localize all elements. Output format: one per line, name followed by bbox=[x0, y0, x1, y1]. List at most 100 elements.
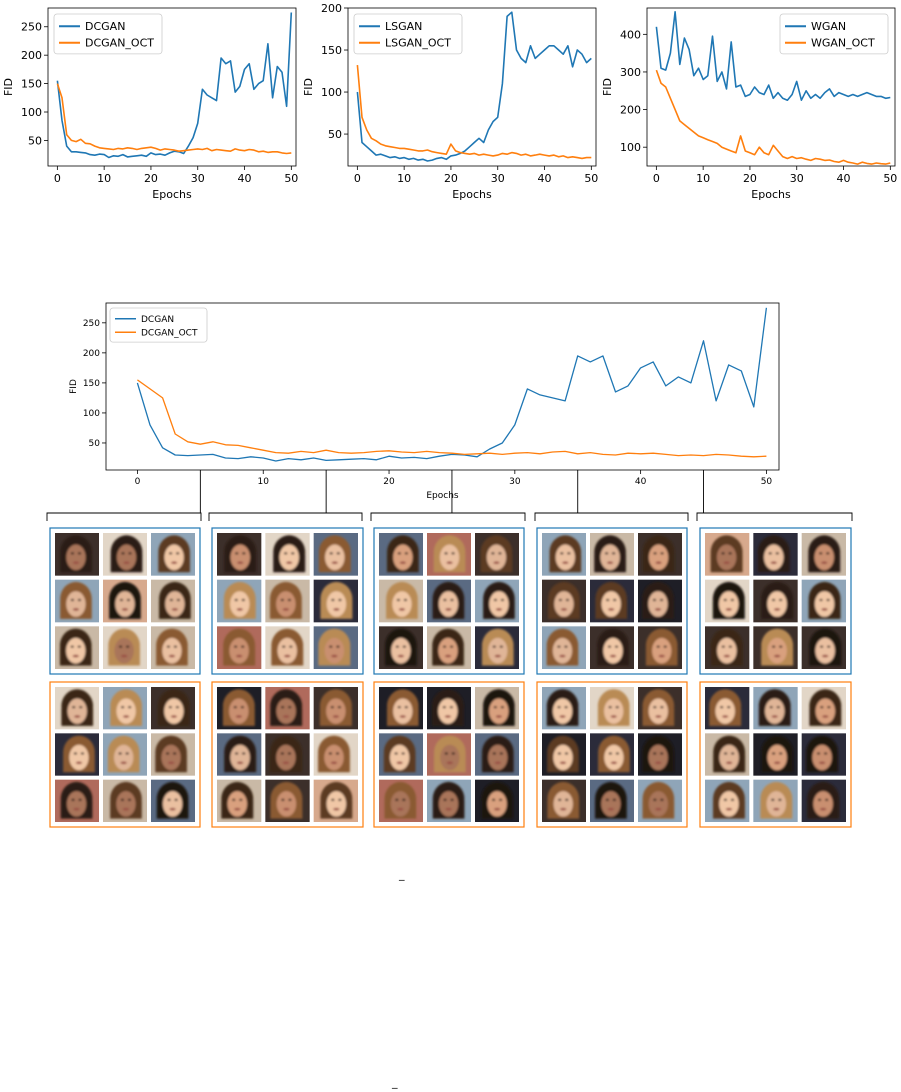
y-tick-label: 150 bbox=[321, 44, 342, 57]
legend-entry: DCGAN_OCT bbox=[141, 328, 198, 338]
face-thumbnail bbox=[265, 579, 310, 623]
face-thumbnail bbox=[801, 687, 846, 730]
face-thumbnail bbox=[151, 626, 195, 669]
face-thumbnail bbox=[427, 779, 471, 822]
face-thumbnail bbox=[638, 579, 682, 623]
y-tick-label: 250 bbox=[21, 21, 42, 34]
legend-box bbox=[353, 13, 463, 55]
y-axis-label: FID bbox=[69, 379, 79, 394]
y-tick-label: 100 bbox=[321, 86, 342, 99]
face-thumbnail bbox=[55, 533, 99, 576]
stray-mark-1: _ bbox=[398, 868, 405, 881]
face-thumbnail bbox=[638, 626, 682, 669]
plot-frame bbox=[105, 302, 780, 471]
face-thumbnail bbox=[705, 733, 750, 776]
y-tick-label: 100 bbox=[83, 409, 100, 419]
face-thumbnail bbox=[590, 687, 634, 730]
bracket-bar bbox=[696, 512, 853, 521]
face-thumbnail bbox=[475, 687, 519, 730]
face-thumbnail bbox=[103, 779, 147, 822]
charts-layer: 0 10 20 30 40 5050100150200250EpochsFIDDCGAND… bbox=[2, 2, 897, 501]
face-thumbnail bbox=[217, 779, 262, 822]
legend-box bbox=[109, 307, 208, 343]
face-thumbnail bbox=[590, 579, 634, 623]
face-thumbnail bbox=[705, 533, 750, 576]
dcgan-samples-2 bbox=[211, 527, 364, 675]
x-tick-label: 50 bbox=[584, 172, 598, 185]
face-thumbnail bbox=[103, 626, 147, 669]
face-thumbnail bbox=[542, 733, 586, 776]
face-thumbnail bbox=[801, 579, 846, 623]
face-thumbnail bbox=[705, 626, 750, 669]
x-tick-label: 50 bbox=[284, 172, 298, 185]
face-thumbnail bbox=[542, 687, 586, 730]
face-thumbnail bbox=[313, 779, 358, 822]
legend-entry: DCGAN bbox=[141, 315, 174, 325]
face-thumbnail bbox=[475, 779, 519, 822]
y-tick-label: 200 bbox=[83, 349, 100, 359]
series-line-wgan-oct bbox=[655, 69, 891, 165]
face-thumbnail bbox=[638, 687, 682, 730]
series-line-lsgan bbox=[356, 11, 592, 162]
face-thumbnail bbox=[313, 579, 358, 623]
face-thumbnail bbox=[313, 626, 358, 669]
face-thumbnail bbox=[379, 626, 423, 669]
chart-1: 0 10 20 30 40 5050100150200250EpochsFIDDCGAND… bbox=[2, 7, 298, 201]
dcgan-oct-samples-4 bbox=[536, 681, 688, 828]
x-tick-label: 20 bbox=[383, 477, 395, 487]
snapshot-brackets bbox=[46, 470, 853, 521]
y-tick-label: 150 bbox=[83, 379, 100, 389]
legend: DCGAN DCGAN_OCT bbox=[53, 13, 163, 55]
face-thumbnail bbox=[265, 733, 310, 776]
face-thumbnail bbox=[151, 733, 195, 776]
chart-2: 0 10 20 30 40 5050100150200EpochsFIDLSGANLSGA… bbox=[302, 2, 598, 201]
y-tick-label: 50 bbox=[28, 134, 42, 147]
face-thumbnail bbox=[151, 579, 195, 623]
snapshot-bracket bbox=[696, 470, 853, 521]
face-thumbnail bbox=[217, 626, 262, 669]
snapshot-bracket bbox=[208, 470, 363, 521]
x-tick-label: 10 bbox=[97, 172, 111, 185]
face-thumbnail bbox=[103, 733, 147, 776]
face-thumbnail bbox=[475, 733, 519, 776]
x-tick-label: 0 bbox=[54, 172, 61, 185]
face-thumbnail bbox=[427, 533, 471, 576]
face-thumbnail bbox=[55, 687, 99, 730]
x-axis-label: Epochs bbox=[751, 188, 791, 201]
face-thumbnail bbox=[265, 687, 310, 730]
x-tick-label: 50 bbox=[883, 172, 897, 185]
face-thumbnail bbox=[55, 579, 99, 623]
face-thumbnail bbox=[753, 779, 798, 822]
face-thumbnail bbox=[753, 533, 798, 576]
face-thumbnail bbox=[705, 779, 750, 822]
face-thumbnail bbox=[313, 533, 358, 576]
x-tick-label: 0 bbox=[135, 477, 141, 487]
series-line-lsgan-oct bbox=[356, 65, 592, 160]
legend-entry: LSGAN_OCT bbox=[385, 37, 451, 50]
face-thumbnail bbox=[55, 733, 99, 776]
stray-mark-2: _ bbox=[391, 1076, 398, 1089]
chart-3: 0 10 20 30 40 50100200300400EpochsFIDWGANWGAN… bbox=[601, 7, 897, 201]
x-axis-label: Epochs bbox=[452, 188, 492, 201]
bracket-bar bbox=[208, 512, 363, 521]
x-tick-label: 50 bbox=[761, 477, 773, 487]
y-tick-label: 250 bbox=[83, 319, 100, 329]
x-tick-label: 40 bbox=[635, 477, 647, 487]
face-thumbnail bbox=[590, 779, 634, 822]
face-thumbnail bbox=[217, 733, 262, 776]
face-thumbnail bbox=[801, 733, 846, 776]
series-line-wgan bbox=[655, 11, 891, 101]
face-thumbnail bbox=[379, 687, 423, 730]
face-thumbnail bbox=[55, 779, 99, 822]
face-thumbnail bbox=[151, 687, 195, 730]
face-thumbnail bbox=[55, 626, 99, 669]
dcgan-samples-5 bbox=[699, 527, 852, 675]
legend-entry: WGAN_OCT bbox=[811, 37, 875, 50]
x-tick-label: 30 bbox=[790, 172, 804, 185]
y-tick-label: 100 bbox=[620, 141, 641, 154]
snapshot-bracket bbox=[46, 470, 202, 521]
face-thumbnail bbox=[475, 579, 519, 623]
bracket-bar bbox=[534, 512, 689, 521]
snapshot-bracket bbox=[534, 470, 689, 521]
y-tick-label: 200 bbox=[321, 2, 342, 15]
